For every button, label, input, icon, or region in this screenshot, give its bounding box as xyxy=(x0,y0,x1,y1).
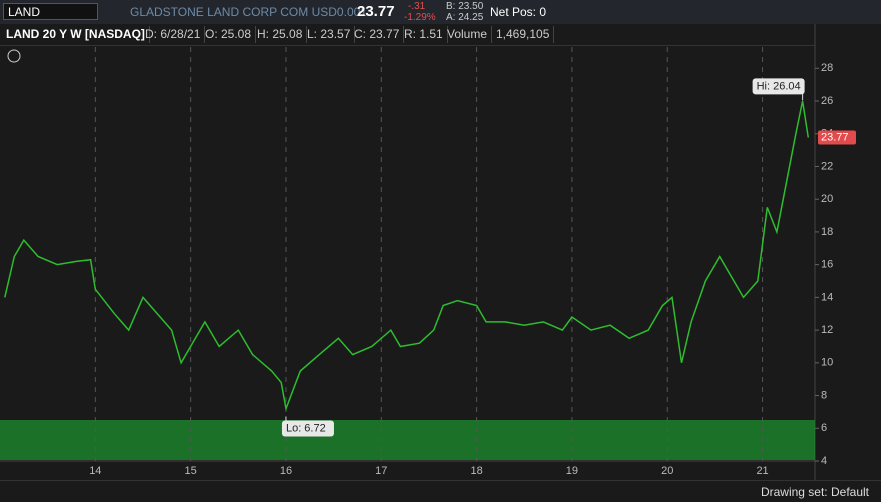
x-tick-label: 14 xyxy=(89,465,101,477)
range: R: 1.51 xyxy=(400,26,448,43)
y-tick-label: 12 xyxy=(821,324,833,336)
y-tick-label: 8 xyxy=(821,389,827,401)
y-tick-label: 10 xyxy=(821,357,833,369)
y-tick-label: 26 xyxy=(821,95,833,107)
alert-icon[interactable] xyxy=(7,49,21,63)
hi-label: Hi: 26.04 xyxy=(757,80,801,92)
date: D: 6/28/21 xyxy=(141,26,206,43)
x-tick-label: 17 xyxy=(375,465,387,477)
footer: Drawing set: Default xyxy=(0,480,881,502)
low: L: 23.57 xyxy=(303,26,356,43)
y-tick-label: 16 xyxy=(821,259,833,271)
y-tick-label: 22 xyxy=(821,160,833,172)
bid: B: 23.50 xyxy=(446,1,484,12)
x-tick-label: 21 xyxy=(756,465,768,477)
y-tick-label: 20 xyxy=(821,193,833,205)
x-tick-label: 19 xyxy=(566,465,578,477)
price-line xyxy=(4,100,810,412)
chart: 4681012141618202224262814151617181920212… xyxy=(0,24,881,480)
x-tick-label: 18 xyxy=(470,465,482,477)
last-price-tag xyxy=(818,130,856,145)
open: O: 25.08 xyxy=(201,26,257,43)
net-pos: Net Pos: 0 xyxy=(490,5,547,19)
x-tick-label: 16 xyxy=(280,465,292,477)
x-tick-label: 15 xyxy=(185,465,197,477)
axis-panel xyxy=(815,24,881,480)
symbol-box[interactable]: LAND xyxy=(3,3,98,20)
hi-box xyxy=(752,78,805,95)
top-bar: LAND GLADSTONE LAND CORP COM USD0.001 23… xyxy=(0,0,881,24)
y-tick-label: 4 xyxy=(821,455,827,467)
ask: A: 24.25 xyxy=(446,12,484,23)
lo-label: Lo: 6.72 xyxy=(286,422,326,434)
last-price: 23.77 xyxy=(357,3,395,20)
company: GLADSTONE LAND CORP COM USD0.001 xyxy=(130,5,367,19)
change: -.31 xyxy=(408,1,426,12)
y-tick-label: 14 xyxy=(821,291,833,303)
volume-label: Volume xyxy=(443,26,493,43)
volume: 1,469,105 xyxy=(492,26,555,43)
x-tick-label: 20 xyxy=(661,465,673,477)
y-tick-label: 28 xyxy=(821,62,833,74)
study: LAND 20 Y W [NASDAQ] xyxy=(2,26,150,43)
y-tick-label: 6 xyxy=(821,422,827,434)
lo-box xyxy=(281,420,334,437)
close: C: 23.77 xyxy=(350,26,405,43)
info-bar xyxy=(0,24,815,46)
y-tick-label: 18 xyxy=(821,226,833,238)
high: H: 25.08 xyxy=(253,26,308,43)
dividend-band xyxy=(0,420,815,460)
change-pct: -1.29% xyxy=(404,12,436,23)
last-price-label: 23.77 xyxy=(821,131,849,143)
drawing-set[interactable]: Drawing set: Default xyxy=(760,485,869,499)
